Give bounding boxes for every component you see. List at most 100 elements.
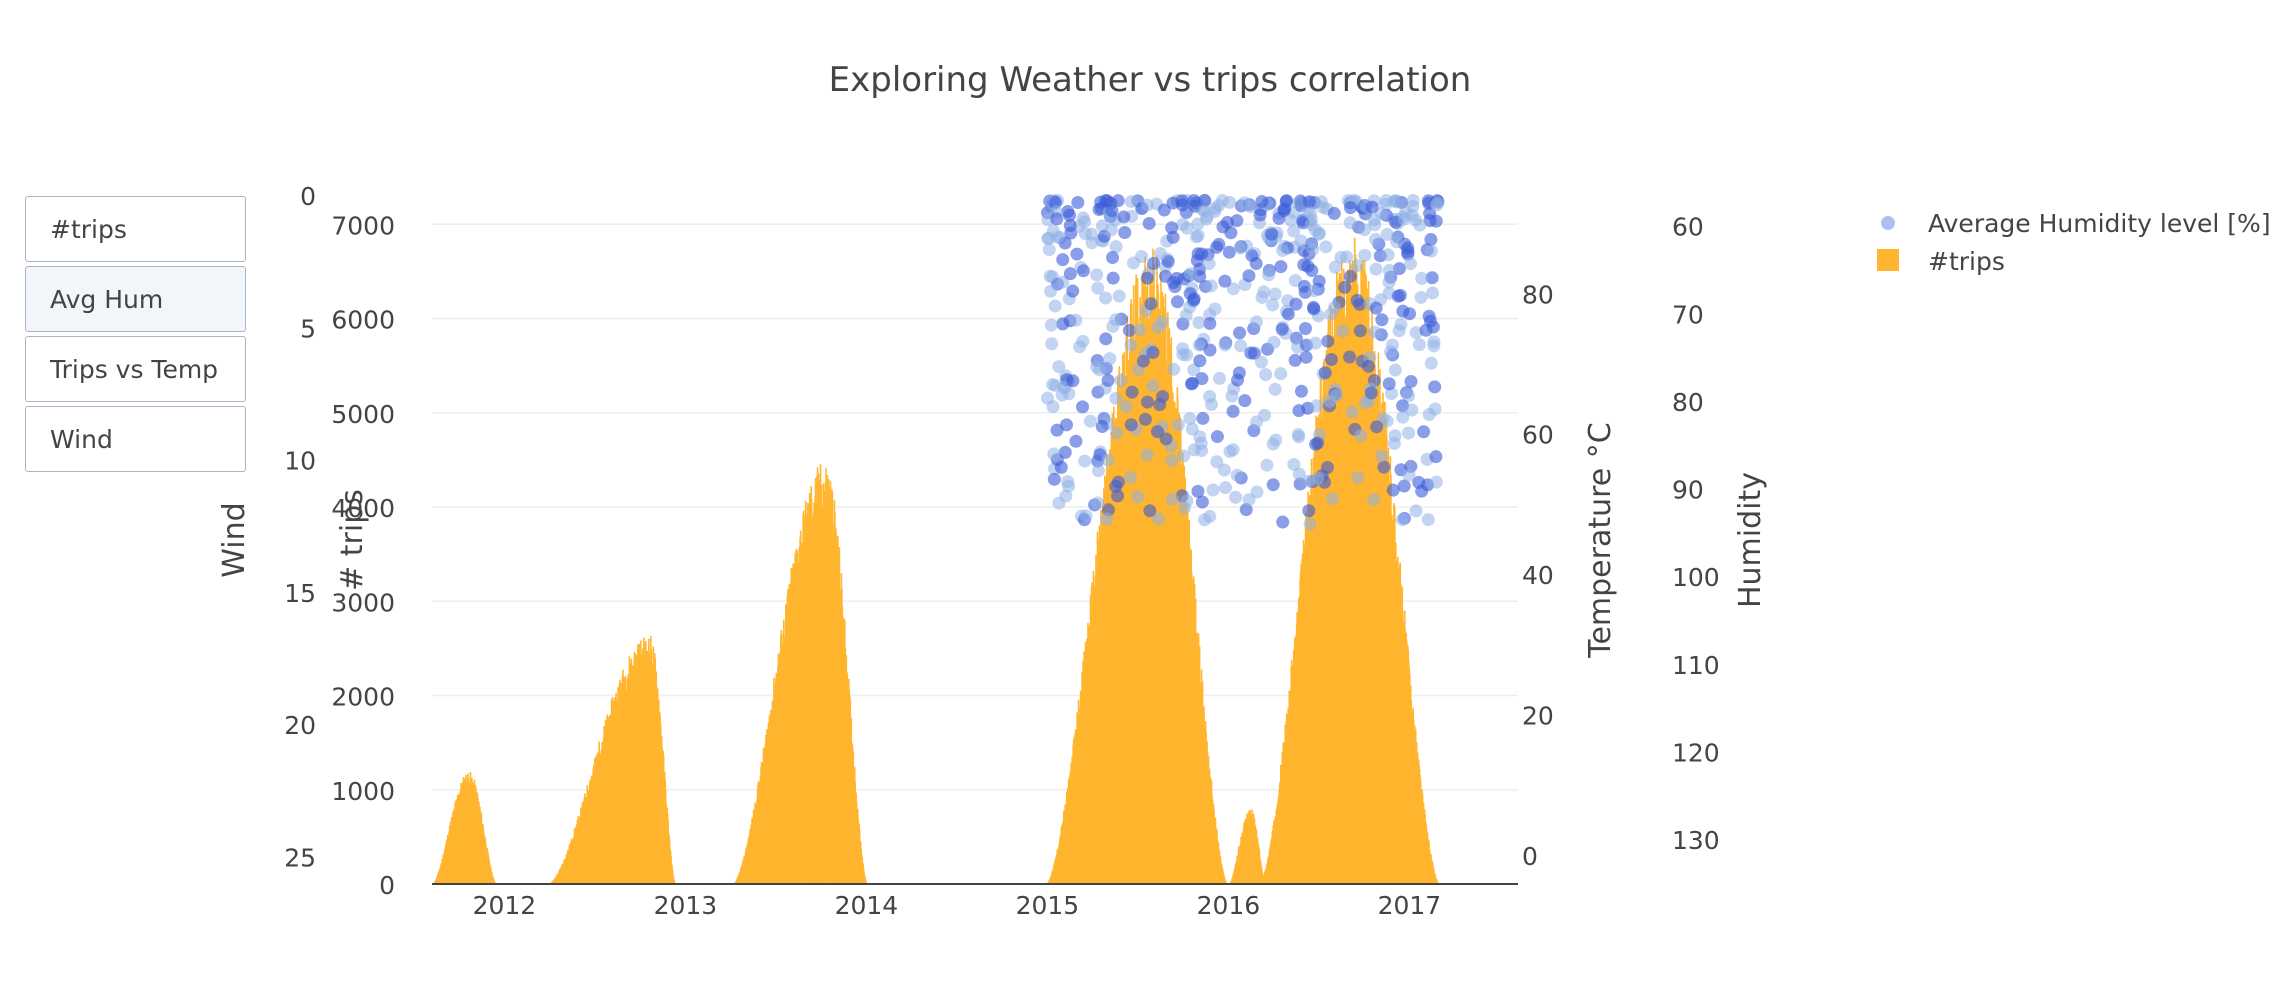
- humidity-point: [1091, 496, 1105, 510]
- humidity-point: [1124, 418, 1138, 432]
- humidity-point: [1046, 378, 1060, 392]
- humidity-point: [1358, 223, 1372, 237]
- humidity-point: [1099, 332, 1113, 346]
- humidity-point: [1192, 338, 1206, 352]
- humidity-point: [1327, 206, 1341, 220]
- humidity-point: [1403, 257, 1417, 271]
- humidity-point: [1388, 429, 1402, 443]
- humidity-point: [1109, 240, 1123, 254]
- trips-tick-label: 0: [379, 871, 395, 900]
- humidity-point: [1291, 196, 1305, 210]
- humidity-point: [1066, 284, 1080, 298]
- humidity-point: [1179, 308, 1193, 322]
- temperature-tick-label: 80: [1522, 280, 1554, 309]
- humidity-point: [1044, 318, 1058, 332]
- trips-bar: [673, 879, 675, 884]
- humidity-point: [1368, 232, 1382, 246]
- humidity-point: [1203, 343, 1217, 357]
- wind-axis-ticks: 0 5 10 15 20 25: [284, 182, 316, 873]
- humidity-point: [1203, 509, 1217, 523]
- humidity-point: [1056, 275, 1070, 289]
- humidity-point: [1047, 472, 1061, 486]
- humidity-point: [1218, 481, 1232, 495]
- humidity-point: [1292, 430, 1306, 444]
- humidity-point: [1196, 411, 1210, 425]
- humidity-point: [1090, 268, 1104, 282]
- humidity-point: [1070, 247, 1084, 261]
- humidity-point: [1319, 240, 1333, 254]
- humidity-point: [1392, 324, 1406, 338]
- x-tick-label: 2013: [654, 891, 718, 920]
- humidity-point: [1066, 374, 1080, 388]
- x-axis-ticks: 2012 2013 2014 2015 2016 2017: [473, 891, 1442, 920]
- humidity-point: [1274, 367, 1288, 381]
- humidity-point: [1195, 372, 1209, 386]
- humidity-point: [1056, 253, 1070, 267]
- humidity-point: [1230, 214, 1244, 228]
- humidity-point: [1124, 338, 1138, 352]
- wind-tick-label: 25: [284, 844, 316, 873]
- humidity-point: [1043, 269, 1057, 283]
- humidity-point: [1397, 212, 1411, 226]
- humidity-point: [1063, 219, 1077, 233]
- wind-tick-label: 0: [300, 182, 316, 211]
- humidity-point: [1159, 432, 1173, 446]
- humidity-point: [1226, 404, 1240, 418]
- humidity-point: [1310, 399, 1324, 413]
- humidity-point: [1165, 221, 1179, 235]
- humidity-point: [1104, 223, 1118, 237]
- humidity-point: [1288, 353, 1302, 367]
- humidity-point: [1078, 215, 1092, 229]
- humidity-point: [1238, 394, 1252, 408]
- humidity-point: [1111, 475, 1125, 489]
- trips-button[interactable]: #trips: [25, 196, 246, 262]
- humidity-point: [1213, 371, 1227, 385]
- humidity-point: [1328, 260, 1342, 274]
- humidity-point: [1203, 316, 1217, 330]
- humidity-point: [1386, 483, 1400, 497]
- humidity-point: [1338, 280, 1352, 294]
- humidity-point: [1311, 471, 1325, 485]
- humidity-point: [1165, 492, 1179, 506]
- humidity-point: [1099, 291, 1113, 305]
- legend-humidity-label[interactable]: Average Humidity level [%]: [1928, 209, 2271, 238]
- humidity-point: [1391, 289, 1405, 303]
- humidity-point: [1185, 422, 1199, 436]
- humidity-point: [1259, 368, 1273, 382]
- humidity-point: [1249, 257, 1263, 271]
- humidity-point: [1193, 354, 1207, 368]
- humidity-point: [1191, 228, 1205, 242]
- humidity-point: [1369, 301, 1383, 315]
- humidity-point: [1412, 338, 1426, 352]
- humidity-point: [1424, 356, 1438, 370]
- humidity-point: [1210, 455, 1224, 469]
- humidity-point: [1275, 322, 1289, 336]
- avg-hum-button[interactable]: Avg Hum: [25, 266, 246, 332]
- humidity-point: [1249, 315, 1263, 329]
- humidity-point: [1136, 354, 1150, 368]
- humidity-point: [1117, 210, 1131, 224]
- legend-trips-label[interactable]: #trips: [1928, 247, 2005, 276]
- humidity-point: [1226, 282, 1240, 296]
- humidity-point: [1109, 313, 1123, 327]
- humidity-point: [1095, 420, 1109, 434]
- humidity-point: [1111, 489, 1125, 503]
- wind-button[interactable]: Wind: [25, 406, 246, 472]
- humidity-point: [1277, 204, 1291, 218]
- humidity-point: [1176, 198, 1190, 212]
- humidity-tick-label: 90: [1672, 476, 1704, 505]
- humidity-point: [1387, 194, 1401, 208]
- humidity-point: [1229, 490, 1243, 504]
- legend-humidity-marker: [1881, 216, 1895, 230]
- humidity-point: [1343, 201, 1357, 215]
- humidity-point: [1384, 345, 1398, 359]
- humidity-point: [1304, 218, 1318, 232]
- humidity-point: [1210, 240, 1224, 254]
- humidity-point: [1396, 410, 1410, 424]
- humidity-point: [1255, 290, 1269, 304]
- humidity-point: [1318, 366, 1332, 380]
- trips-vs-temp-button[interactable]: Trips vs Temp: [25, 336, 246, 402]
- humidity-point: [1191, 247, 1205, 261]
- humidity-point: [1078, 454, 1092, 468]
- humidity-point: [1046, 400, 1060, 414]
